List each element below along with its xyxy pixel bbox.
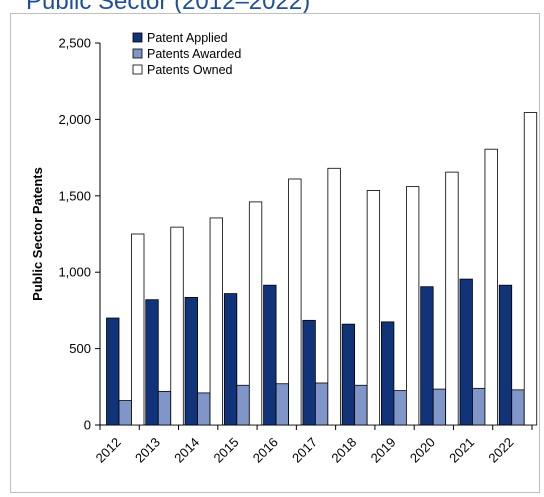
bar-patents-owned xyxy=(131,233,145,426)
x-ticks: 2012 2013 2014 2015 2016 2017 2018 2019 2020 2021… xyxy=(93,425,533,466)
bar-patents-owned xyxy=(484,148,498,426)
bar-patents-owned xyxy=(288,178,302,426)
bar-patent-applied xyxy=(184,297,198,426)
x-tick-label: 2014 xyxy=(171,435,202,466)
legend-label: Patents Awarded xyxy=(147,47,241,61)
legend-label: Patents Owned xyxy=(147,63,233,77)
bar-patents-awarded xyxy=(432,388,447,426)
y-tick-label: 0 xyxy=(84,418,91,433)
bar-patent-applied xyxy=(145,299,159,426)
x-tick-label: 2022 xyxy=(485,435,516,466)
bar-patent-applied xyxy=(459,278,473,426)
chart-title-partial: Public Sector (2012–2022) xyxy=(26,0,311,15)
bar-patents-awarded xyxy=(157,390,172,426)
bar-patents-awarded xyxy=(118,400,132,426)
bar-patents-owned xyxy=(170,226,184,426)
bar-patents-owned xyxy=(209,217,223,426)
y-tick-label: 2,500 xyxy=(58,36,91,51)
y-tick-label: 500 xyxy=(69,341,91,356)
bar-patents-awarded xyxy=(472,387,486,426)
bar-patent-applied xyxy=(498,284,513,426)
legend-swatch xyxy=(132,32,143,43)
y-ticks: 0 500 1,000 1,500 2,000 2,500 xyxy=(58,36,100,433)
x-tick-label: 2015 xyxy=(211,435,242,466)
bars xyxy=(106,112,538,426)
bar-patents-owned xyxy=(248,201,263,426)
bar-patent-applied xyxy=(223,293,238,426)
x-tick-label: 2017 xyxy=(289,435,320,466)
bar-patents-awarded xyxy=(354,384,368,426)
x-tick-label: 2013 xyxy=(132,435,163,466)
bar-patent-applied xyxy=(420,286,434,426)
bar-patents-owned xyxy=(445,171,459,426)
y-tick-label: 1,500 xyxy=(58,188,91,203)
bar-patents-awarded xyxy=(314,382,329,426)
bar-patents-awarded xyxy=(236,384,250,426)
bar-patents-awarded xyxy=(275,383,289,426)
x-tick-label: 2019 xyxy=(368,435,399,466)
legend-swatch xyxy=(132,48,143,59)
bar-patents-owned xyxy=(523,112,538,426)
x-tick-label: 2018 xyxy=(328,435,359,466)
bar-patent-applied xyxy=(341,323,356,426)
y-tick-label: 1,000 xyxy=(58,265,91,280)
bar-patent-applied xyxy=(302,319,316,426)
bar-patent-applied xyxy=(381,321,395,426)
x-tick-label: 2020 xyxy=(407,435,438,466)
x-tick-label: 2012 xyxy=(93,435,124,466)
legend-label: Patent Applied xyxy=(147,31,228,45)
y-axis-label: Public Sector Patents xyxy=(30,167,45,301)
bar-patents-owned xyxy=(406,186,420,426)
legend-swatch xyxy=(132,64,143,75)
bar-patents-owned xyxy=(366,190,381,426)
y-tick-label: 2,000 xyxy=(58,112,91,127)
x-tick-label: 2016 xyxy=(250,435,281,466)
bar-patent-applied xyxy=(263,284,277,426)
x-tick-label: 2021 xyxy=(446,435,477,466)
bar-patents-owned xyxy=(327,167,341,426)
bar-patents-awarded xyxy=(393,390,407,426)
legend: Patent Applied Patents Awarded Patents Own… xyxy=(132,31,241,77)
bar-patent-applied xyxy=(106,317,120,426)
bar-patents-awarded xyxy=(197,392,211,426)
bar-patents-awarded xyxy=(511,389,525,426)
